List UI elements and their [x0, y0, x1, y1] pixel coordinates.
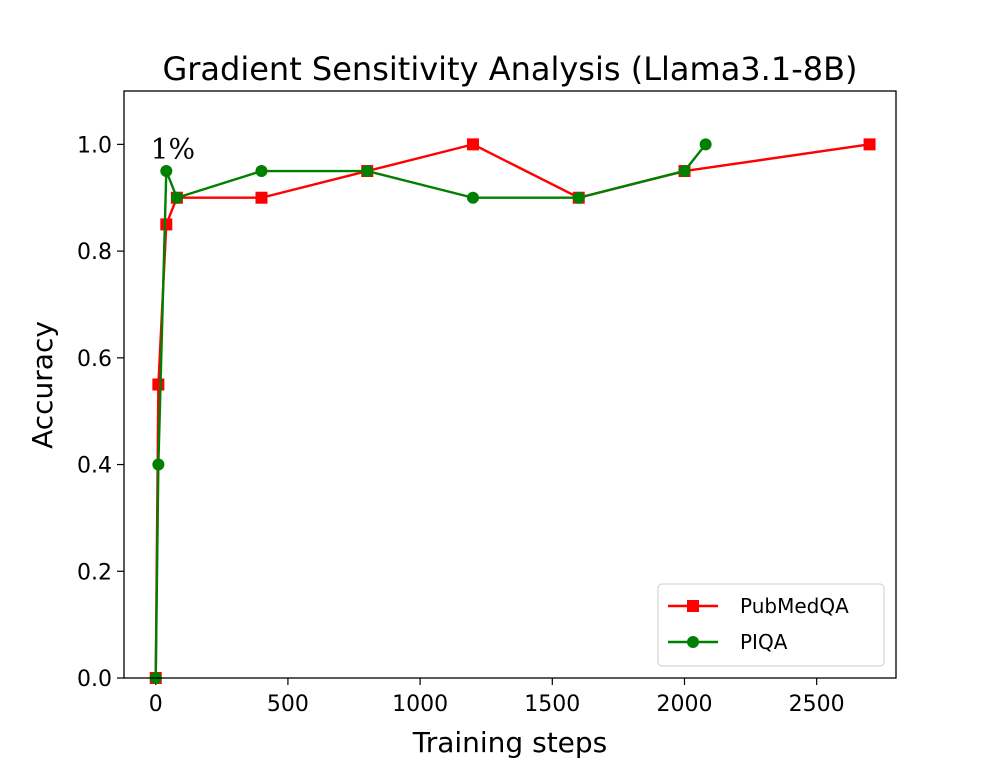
y-tick-label: 1.0 [77, 133, 112, 158]
x-tick-label: 0 [149, 692, 163, 717]
plot-area-frame [123, 90, 897, 679]
y-axis-label: Accuracy [26, 321, 59, 449]
legend-entry-piqa: PIQA [668, 630, 788, 654]
legend-label: PubMedQA [740, 594, 849, 618]
x-tick-label: 2500 [789, 692, 845, 717]
legend-items: PubMedQA PIQA [668, 594, 849, 654]
data-point [678, 165, 691, 178]
data-point [170, 191, 183, 204]
data-point [361, 165, 374, 178]
chart-title: Gradient Sensitivity Analysis (Llama3.1-… [162, 50, 857, 88]
x-tick-label: 2000 [656, 692, 712, 717]
annotations: 1% [151, 132, 195, 165]
legend-label: PIQA [740, 630, 788, 654]
x-tick-label: 1000 [392, 692, 448, 717]
x-axis-ticks: 0 500 1000 1500 2000 2500 [149, 678, 845, 717]
series-piqa [149, 138, 712, 684]
y-axis-ticks: 0.0 0.2 0.4 0.6 0.8 1.0 [77, 133, 124, 692]
x-tick-label: 1500 [524, 692, 580, 717]
series-layer [149, 138, 876, 684]
x-axis-label: Training steps [412, 726, 608, 759]
y-tick-label: 0.6 [77, 347, 112, 372]
x-tick-label: 500 [267, 692, 309, 717]
y-tick-label: 0.0 [77, 667, 112, 692]
data-point [160, 165, 173, 178]
data-point [152, 458, 165, 471]
legend-marker [687, 636, 699, 648]
data-point [466, 138, 479, 151]
legend-marker [687, 600, 699, 612]
data-point [255, 165, 268, 178]
series-line [154, 143, 707, 679]
annotation-label: 1% [151, 132, 195, 165]
data-point [255, 191, 268, 204]
y-tick-label: 0.2 [77, 560, 112, 585]
data-point [572, 191, 585, 204]
data-point [160, 218, 173, 231]
data-point [152, 378, 165, 391]
y-tick-label: 0.8 [77, 240, 112, 265]
y-tick-label: 0.4 [77, 454, 112, 479]
legend: PubMedQA PIQA [657, 583, 885, 667]
legend-frame [657, 583, 885, 667]
legend-entry-pubmedqa: PubMedQA [668, 594, 849, 618]
data-point [863, 138, 876, 151]
data-point [699, 138, 712, 151]
data-point [466, 191, 479, 204]
